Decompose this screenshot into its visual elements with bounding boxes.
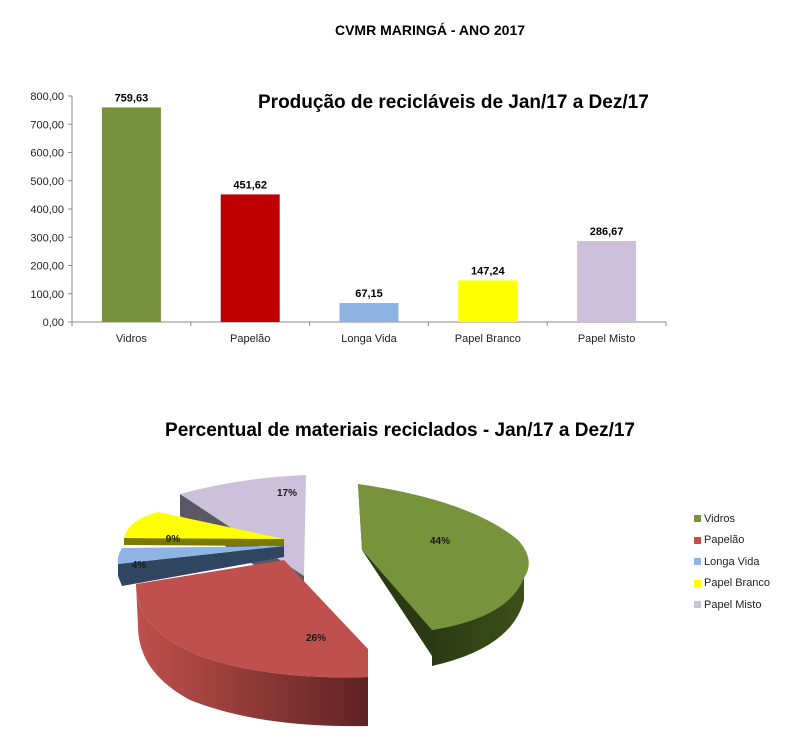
- x-category-label: Papel Branco: [455, 333, 521, 345]
- legend-label: Papel Branco: [704, 577, 771, 590]
- bar-value-label: 759,63: [115, 92, 149, 104]
- legend-swatch-vidros: [694, 515, 701, 523]
- y-tick-label: 100,00: [30, 289, 64, 301]
- legend-swatch-papel-branco: [694, 579, 701, 587]
- legend-swatch-papelao: [694, 536, 701, 544]
- y-tick-label: 0,00: [43, 317, 64, 329]
- pie-percent-label: 17%: [277, 488, 297, 499]
- x-category-label: Papel Misto: [578, 333, 635, 345]
- legend-item-papel-misto: Papel Misto: [694, 594, 770, 616]
- bar-papel-branco: [458, 280, 518, 322]
- y-axis-ticks: 0,00 100,00 200,00 300,00 400,00 500,00 600,00…: [30, 91, 72, 329]
- bar-value-label: 286,67: [590, 226, 624, 238]
- pie-percent-label: 4%: [132, 560, 147, 571]
- bar-longa-vida: [339, 303, 399, 322]
- legend-item-papel-branco: Papel Branco: [694, 573, 770, 595]
- pie-legend: Vidros Papelão Longa Vida Papel Branco P…: [694, 508, 770, 616]
- bar-value-label: 451,62: [233, 179, 267, 191]
- y-tick-label: 300,00: [30, 232, 64, 244]
- y-tick-label: 200,00: [30, 261, 64, 273]
- legend-swatch-papel-misto: [694, 601, 701, 609]
- pie-slice-vidros: [358, 484, 529, 666]
- pie-chart: 44% 26% 4% 9% 17%: [117, 475, 529, 727]
- y-tick-label: 600,00: [30, 148, 64, 160]
- bar-value-label: 147,24: [471, 265, 506, 277]
- legend-item-longa-vida: Longa Vida: [694, 551, 770, 573]
- y-tick-label: 700,00: [30, 119, 64, 131]
- bar-value-label: 67,15: [355, 288, 383, 300]
- bar-vidros: [101, 107, 161, 322]
- y-tick-label: 400,00: [30, 204, 64, 216]
- legend-label: Papel Misto: [704, 598, 762, 611]
- pie-slice-papelao: [136, 560, 368, 727]
- pie-slice-papel-branco: [124, 512, 284, 546]
- legend-swatch-longa-vida: [694, 558, 701, 566]
- bars: 759,63 Vidros 451,62 Papelão 67,15 Longa Vida…: [101, 92, 637, 345]
- y-tick-label: 500,00: [30, 176, 64, 188]
- bar-papel-o: [220, 194, 280, 322]
- legend-label: Papelão: [704, 534, 745, 547]
- bar-papel-misto: [577, 241, 637, 322]
- x-axis: [71, 321, 667, 326]
- pie-percent-label: 26%: [306, 633, 326, 644]
- bar-chart: 0,00 100,00 200,00 300,00 400,00 500,00 600,00…: [30, 91, 667, 345]
- x-category-label: Papelão: [230, 333, 270, 345]
- pie-percent-label: 44%: [430, 536, 450, 547]
- pie-percent-label: 9%: [166, 534, 181, 545]
- x-category-label: Longa Vida: [341, 333, 397, 345]
- page-title: CVMR MARINGÁ - ANO 2017: [334, 22, 526, 38]
- pie-chart-title: Percentual de materiais reciclados - Jan…: [165, 420, 635, 441]
- legend-item-papelao: Papelão: [694, 530, 770, 552]
- legend-label: Longa Vida: [704, 555, 760, 568]
- pie-slice-longa-vida: [117, 546, 284, 586]
- x-category-label: Vidros: [116, 333, 147, 345]
- pie-labels: 44% 26% 4% 9% 17%: [132, 488, 450, 644]
- legend-label: Vidros: [704, 512, 735, 525]
- legend-item-vidros: Vidros: [694, 508, 770, 530]
- y-tick-label: 800,00: [30, 91, 64, 103]
- bar-chart-title: Produção de recicláveis de Jan/17 a Dez/…: [258, 92, 649, 113]
